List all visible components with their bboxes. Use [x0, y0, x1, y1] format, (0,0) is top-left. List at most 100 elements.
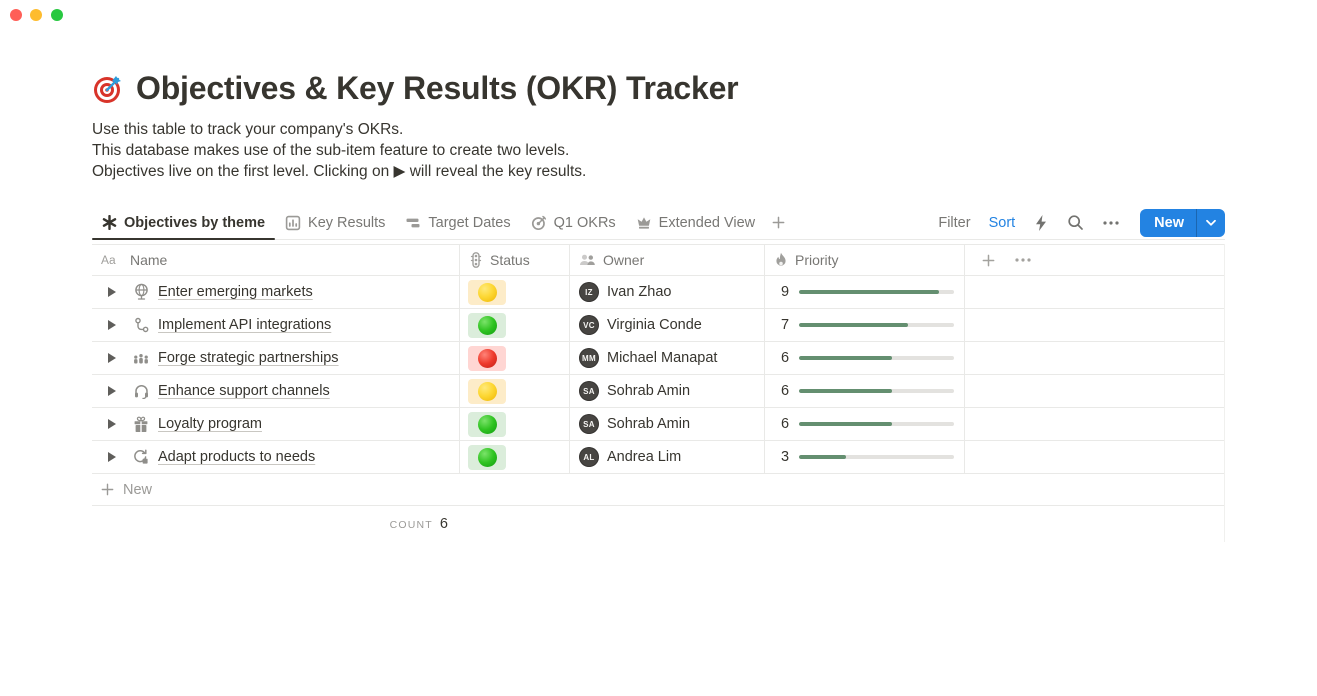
status-pill[interactable]	[468, 378, 506, 404]
view-tab-q1-okrs[interactable]: Q1 OKRs	[521, 206, 626, 239]
status-cell[interactable]	[460, 309, 570, 341]
table-row: Loyalty program SA Sohrab Amin 6	[92, 408, 1224, 441]
expand-triangle-icon	[108, 287, 116, 297]
new-button[interactable]: New	[1140, 209, 1196, 237]
objective-name-link[interactable]: Enhance support channels	[158, 383, 330, 399]
status-cell[interactable]	[460, 375, 570, 407]
table-options-icon[interactable]	[1014, 257, 1032, 263]
new-row-button[interactable]: New	[92, 474, 1224, 506]
count-calculation[interactable]: COUNT 6	[92, 506, 460, 542]
priority-progress-bar	[799, 421, 954, 427]
status-circle-icon	[477, 348, 497, 368]
priority-progress-bar	[799, 355, 954, 361]
owner-cell[interactable]: AL Andrea Lim	[570, 441, 765, 473]
owner-cell[interactable]: VC Virginia Conde	[570, 309, 765, 341]
table-row: Forge strategic partnerships MM Michael …	[92, 342, 1224, 375]
new-split-button: New	[1140, 208, 1225, 237]
view-tab-label: Extended View	[658, 214, 756, 231]
crown-icon	[636, 215, 652, 230]
expand-row-button[interactable]	[100, 412, 124, 436]
empty-cell[interactable]	[965, 408, 1224, 440]
spark-icon	[102, 215, 117, 230]
expand-row-button[interactable]	[100, 346, 124, 370]
view-tab-bar: Objectives by theme Key Results Target D…	[92, 206, 1225, 240]
new-dropdown-chevron-icon[interactable]	[1196, 208, 1225, 237]
view-tab-objectives-by-theme[interactable]: Objectives by theme	[92, 206, 276, 240]
column-header-status[interactable]: Status	[460, 245, 570, 275]
table-body: Enter emerging markets IZ Ivan Zhao 9 Im…	[92, 276, 1224, 474]
column-header-name[interactable]: Aa Name	[92, 245, 460, 275]
status-pill[interactable]	[468, 279, 506, 305]
empty-cell[interactable]	[965, 342, 1224, 374]
empty-cell[interactable]	[965, 309, 1224, 341]
status-cell[interactable]	[460, 441, 570, 473]
status-pill[interactable]	[468, 345, 506, 371]
priority-progress-bar	[799, 322, 954, 328]
more-icon[interactable]	[1098, 218, 1124, 228]
window-minimize-button[interactable]	[30, 9, 42, 21]
column-header-priority[interactable]: Priority	[765, 245, 965, 275]
priority-value: 6	[781, 416, 790, 432]
view-tab-key-results[interactable]: Key Results	[275, 206, 395, 239]
chart-icon	[285, 215, 301, 231]
owner-name: Sohrab Amin	[607, 383, 691, 399]
status-pill[interactable]	[468, 444, 506, 470]
owner-avatar: VC	[579, 315, 599, 335]
add-view-button[interactable]	[765, 215, 792, 230]
status-circle-icon	[477, 282, 497, 302]
search-icon[interactable]	[1063, 212, 1088, 233]
filter-button[interactable]: Filter	[934, 213, 974, 233]
expand-row-button[interactable]	[100, 280, 124, 304]
adapt-icon	[132, 448, 150, 466]
view-tab-target-dates[interactable]: Target Dates	[395, 206, 520, 239]
name-cell[interactable]: Adapt products to needs	[92, 441, 460, 473]
expand-row-button[interactable]	[100, 313, 124, 337]
status-pill[interactable]	[468, 411, 506, 437]
column-header-label: Name	[130, 252, 168, 268]
add-column-button[interactable]	[981, 253, 996, 268]
priority-cell[interactable]: 9	[765, 276, 965, 308]
priority-cell[interactable]: 6	[765, 342, 965, 374]
priority-cell[interactable]: 3	[765, 441, 965, 473]
objective-name-link[interactable]: Implement API integrations	[158, 317, 332, 333]
expand-row-button[interactable]	[100, 379, 124, 403]
owner-avatar: MM	[579, 348, 599, 368]
name-cell[interactable]: Forge strategic partnerships	[92, 342, 460, 374]
calc-row-spacer	[460, 506, 1224, 542]
status-circle-icon	[477, 381, 497, 401]
status-cell[interactable]	[460, 408, 570, 440]
owner-cell[interactable]: SA Sohrab Amin	[570, 408, 765, 440]
name-cell[interactable]: Enter emerging markets	[92, 276, 460, 308]
view-tab-extended-view[interactable]: Extended View	[626, 206, 765, 239]
status-pill[interactable]	[468, 312, 506, 338]
expand-row-button[interactable]	[100, 445, 124, 469]
description-line: Use this table to track your company's O…	[92, 121, 404, 138]
objective-name-link[interactable]: Adapt products to needs	[158, 449, 316, 465]
objective-name-link[interactable]: Enter emerging markets	[158, 284, 313, 300]
status-cell[interactable]	[460, 342, 570, 374]
name-cell[interactable]: Implement API integrations	[92, 309, 460, 341]
owner-cell[interactable]: SA Sohrab Amin	[570, 375, 765, 407]
objective-name-link[interactable]: Loyalty program	[158, 416, 262, 432]
objective-name-link[interactable]: Forge strategic partnerships	[158, 350, 339, 366]
empty-cell[interactable]	[965, 276, 1224, 308]
window-zoom-button[interactable]	[51, 9, 63, 21]
priority-progress-bar	[799, 289, 954, 295]
priority-cell[interactable]: 6	[765, 375, 965, 407]
expand-triangle-icon	[108, 386, 116, 396]
lightning-icon[interactable]	[1029, 212, 1053, 234]
column-header-owner[interactable]: Owner	[570, 245, 765, 275]
owner-cell[interactable]: IZ Ivan Zhao	[570, 276, 765, 308]
priority-cell[interactable]: 7	[765, 309, 965, 341]
priority-cell[interactable]: 6	[765, 408, 965, 440]
view-tab-label: Target Dates	[428, 214, 511, 231]
window-close-button[interactable]	[10, 9, 22, 21]
empty-cell[interactable]	[965, 441, 1224, 473]
status-cell[interactable]	[460, 276, 570, 308]
name-cell[interactable]: Loyalty program	[92, 408, 460, 440]
sort-button[interactable]: Sort	[985, 213, 1020, 233]
priority-progress-bar	[799, 454, 954, 460]
name-cell[interactable]: Enhance support channels	[92, 375, 460, 407]
owner-cell[interactable]: MM Michael Manapat	[570, 342, 765, 374]
empty-cell[interactable]	[965, 375, 1224, 407]
